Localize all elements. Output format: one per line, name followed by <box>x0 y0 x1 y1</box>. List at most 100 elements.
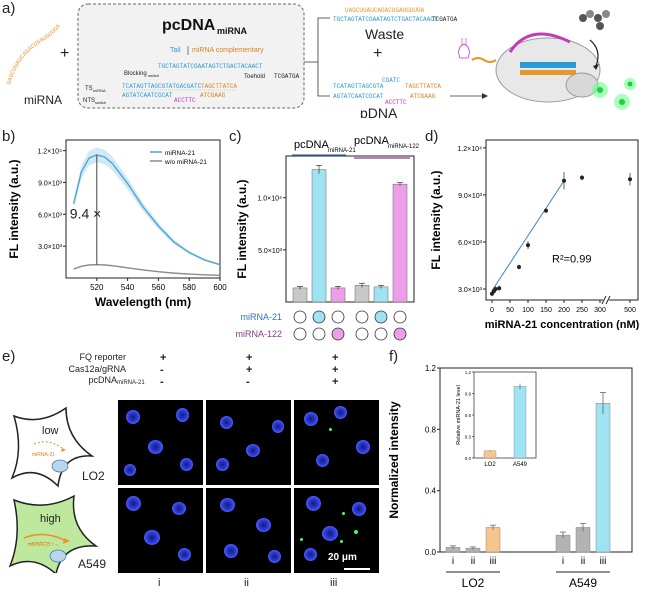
indicator-mirna122-4 <box>355 327 369 341</box>
row-fq-label: FQ reporter <box>79 352 126 362</box>
x-tick-label: 200 <box>558 307 570 314</box>
x-tick-label: 500 <box>624 307 636 314</box>
indicator-mirna122-3 <box>331 327 345 341</box>
data-point-8 <box>562 178 566 183</box>
y-tick-label: 6.0×10³ <box>38 212 63 219</box>
row-label-mirna122: miRNA-122 <box>235 329 282 339</box>
seq-nts-end: ATCGAAG <box>200 92 226 99</box>
ts-sub: miRNA <box>93 88 106 93</box>
y-axis-label: Normalized intensity <box>387 401 401 519</box>
data-point-6 <box>526 243 530 248</box>
inset-x-label-2: A549 <box>513 462 528 468</box>
lo2-mirna: miRNA-21 <box>32 452 55 458</box>
x-tick-label: 600 <box>213 283 227 292</box>
col-label-i: i <box>158 577 161 589</box>
pdna-nts-loop: ACCTTC <box>385 99 407 106</box>
scalebar-label: 20 μm <box>328 552 357 563</box>
indicator-mirna122-5 <box>374 327 388 341</box>
y-tick-label: 1.2 <box>425 364 437 373</box>
legend-label-2: w/o miRNA-21 <box>164 159 207 166</box>
group-label-2: pcDNA <box>354 135 390 147</box>
micro-lo2-ii <box>206 400 291 485</box>
indicator-mirna21-1 <box>293 310 307 324</box>
x-tick-label-2: ii <box>471 556 475 567</box>
panel-label-a: a) <box>2 0 16 17</box>
plus-sign-2: + <box>373 45 382 62</box>
panel-label-b: b) <box>2 128 16 145</box>
row-cas-label: Cas12a/gRNA <box>68 364 126 374</box>
x-tick-label: 540 <box>121 283 135 292</box>
y-tick-label: 1.2×10⁴ <box>457 146 482 153</box>
x-tick-label: 100 <box>522 307 534 314</box>
a549-mirna: miRNA-21 <box>28 542 51 548</box>
chart-d-concentration: 0 50 100 150 200 250 300 500 3.0×10³ 6.0×10³ 9.0×1… <box>429 139 640 330</box>
condition-signs: + - - + + - + + + <box>160 352 338 388</box>
plot-frame <box>439 367 633 553</box>
panel-a-schematic: UAGCUUAUCAGACUGAUGUUGA miRNA + pcDNA miR… <box>5 3 636 118</box>
row-label-mirna21: miRNA-21 <box>240 312 282 322</box>
series-line-2 <box>73 264 221 277</box>
inset-frame <box>473 371 537 459</box>
r2-label: R²=0.99 <box>552 253 591 265</box>
panel-label-e: e) <box>2 348 16 365</box>
sign-pc-col1: - <box>160 376 164 388</box>
sign-fq-col2: + <box>246 352 253 364</box>
seq-ts-tail: TAGCTTATCA <box>201 83 237 90</box>
scalebar-line <box>344 568 370 570</box>
indicator-mirna21-6 <box>393 310 407 324</box>
fit-line <box>491 180 565 291</box>
y-axis-label: FL intensity (a.u.) <box>429 170 443 269</box>
waste-end-seq: TCGATGA <box>432 16 458 23</box>
sign-pc-col2: - <box>246 376 250 388</box>
pcdna-title-sub: miRNA <box>217 26 248 36</box>
cas12a-illustration <box>458 10 636 110</box>
y-tick-label: 9.0×10³ <box>38 180 63 187</box>
plot-frame <box>485 139 639 301</box>
sign-cas-col2: + <box>246 364 253 376</box>
seq-ts: TCATAGTTAGCGTATGACGATC <box>122 83 202 90</box>
waste-label: Waste <box>365 26 404 42</box>
nts-label: NTS <box>83 98 95 104</box>
ts-label: TS <box>85 86 93 92</box>
tail-label: Tail <box>170 47 181 54</box>
indicator-mirna122-6 <box>393 327 407 341</box>
data-point-5 <box>517 265 521 270</box>
x-tick-label-4: i <box>562 556 564 567</box>
pcdna-title: pcDNA <box>162 17 216 34</box>
pdna-ts-seq: TCATAGTTAGCGTA <box>333 83 384 90</box>
y-tick-label: 3.0×10³ <box>458 287 483 294</box>
x-tick-label-6: iii <box>600 556 607 567</box>
micro-lo2-iii <box>294 400 379 485</box>
x-tick-label: 250 <box>576 307 588 314</box>
micro-a549-iii: 20 μm <box>294 488 379 573</box>
indicator-mirna21-3 <box>331 310 345 324</box>
blocking-sub: switch <box>148 73 159 78</box>
data-point-4 <box>497 286 502 291</box>
y-tick-label: 0.4 <box>425 487 437 496</box>
data-point-10 <box>628 177 632 182</box>
lo2-cell <box>10 406 95 488</box>
group-label-1-sub: miRNA-21 <box>328 148 356 154</box>
bar-6 <box>595 403 611 553</box>
pdna-nts-seq: AGTATCAATCGCAT <box>333 93 384 100</box>
x-tick-label: 580 <box>183 283 197 292</box>
plot-frame <box>65 139 221 279</box>
plus-sign: + <box>60 45 69 62</box>
panel-label-c: c) <box>229 128 242 145</box>
y-tick-label: 1.0×10⁴ <box>257 196 282 203</box>
y-axis-label: FL intensity (a.u.) <box>235 179 249 278</box>
x-axis-label: Wavelength (nm) <box>95 295 191 309</box>
row-pc-label: pcDNA <box>88 375 117 385</box>
x-tick-label-3: iii <box>490 556 497 567</box>
plot-frame <box>285 155 415 303</box>
indicator-mirna21-5 <box>374 310 388 324</box>
y-tick-label: 5.0×10³ <box>258 248 283 255</box>
inset-y-tick-label: 0.9 <box>465 392 472 397</box>
indicator-mirna122-1 <box>293 327 307 341</box>
col-label-ii: ii <box>244 577 249 589</box>
pdna-ts-end: TAGCTTATCA <box>405 83 441 90</box>
x-tick-label: 300 <box>594 307 606 314</box>
panel-label-d: d) <box>425 128 439 145</box>
waste-bottom-seq: TGCTAGTATCGAATAGTCTGACTACAACT <box>333 16 438 23</box>
x-tick-label: 150 <box>540 307 552 314</box>
